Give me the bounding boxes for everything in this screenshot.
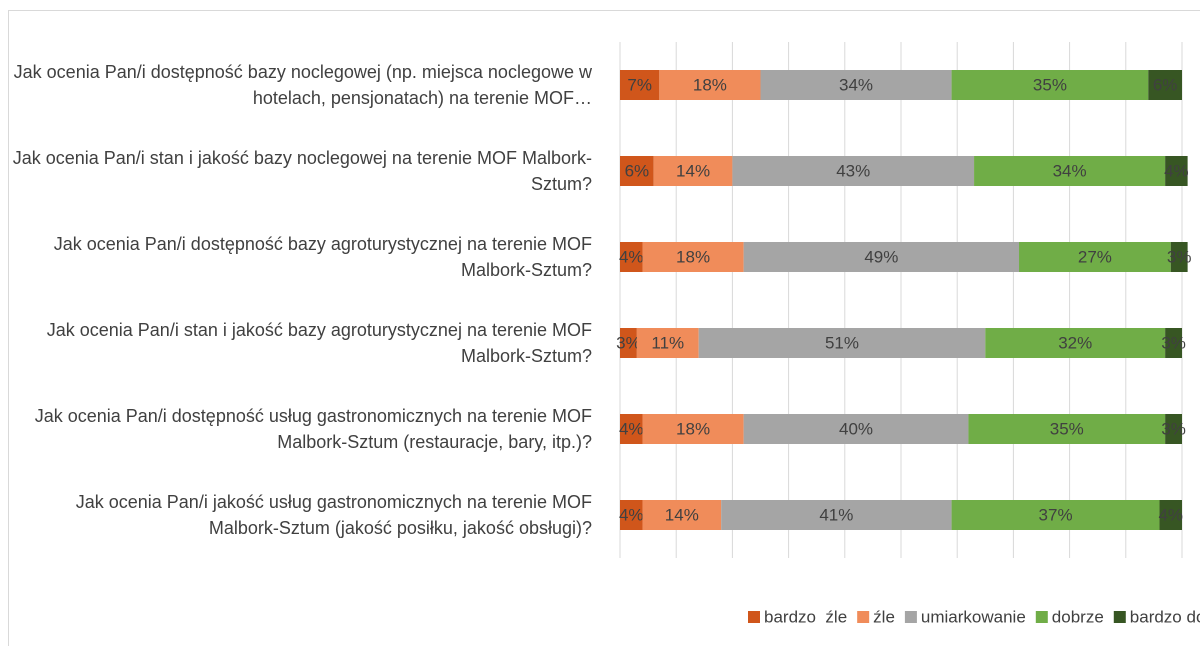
data-label: 41%: [819, 505, 853, 524]
legend-label: umiarkowanie: [921, 607, 1026, 626]
data-label: 11%: [651, 333, 684, 352]
data-label: 37%: [1039, 505, 1073, 524]
bar-segment: [1165, 414, 1182, 444]
legend-label: dobrze: [1052, 607, 1104, 626]
data-label: 43%: [836, 161, 870, 180]
data-label: 3%: [1161, 419, 1186, 438]
category-label: Jak ocenia Pan/i jakość usług gastronomi…: [75, 492, 592, 538]
data-label: 14%: [665, 505, 699, 524]
legend-swatch: [748, 611, 760, 623]
data-label: 18%: [693, 75, 727, 94]
chart-frame: [8, 10, 1200, 646]
category-label: Jak ocenia Pan/i stan i jakość bazy agro…: [46, 320, 592, 366]
data-label: 3%: [616, 333, 641, 352]
bar-segment: [721, 500, 952, 530]
legend-label: źle: [873, 607, 895, 626]
bar-segment: [620, 70, 660, 100]
data-label: 35%: [1050, 419, 1084, 438]
data-label: 4%: [619, 419, 644, 438]
category-label: Jak ocenia Pan/i stan i jakość bazy nocl…: [12, 148, 592, 194]
data-label: 6%: [625, 161, 650, 180]
data-label: 3%: [1161, 333, 1186, 352]
legend-swatch: [1113, 611, 1126, 623]
bar-segment: [974, 156, 1166, 186]
category-label: Jak ocenia Pan/i dostępność bazy noclego…: [13, 62, 592, 108]
bar-segment: [620, 242, 643, 272]
data-label: 7%: [627, 75, 652, 94]
data-label: 40%: [839, 419, 873, 438]
category-label: Jak ocenia Pan/i dostępność bazy agrotur…: [53, 234, 592, 280]
legend-swatch: [1035, 611, 1048, 623]
legend-swatch: [857, 611, 870, 623]
data-label: 32%: [1058, 333, 1092, 352]
data-label: 14%: [676, 161, 710, 180]
bar-segment: [642, 242, 744, 272]
bar-segment: [743, 414, 969, 444]
data-label: 51%: [825, 333, 859, 352]
bar-segment: [1165, 328, 1182, 358]
bar-segment: [743, 242, 1020, 272]
bar-segment: [620, 328, 637, 358]
data-label: 27%: [1078, 247, 1112, 266]
data-label: 4%: [619, 505, 644, 524]
data-label: 4%: [619, 247, 644, 266]
bar-segment: [1148, 70, 1182, 100]
legend-label: bardzo dobrze: [1130, 607, 1200, 626]
bar-segment: [636, 328, 699, 358]
bar-segment: [642, 414, 744, 444]
bar-segment: [620, 414, 643, 444]
bar-segment: [951, 500, 1160, 530]
bar-segment: [698, 328, 986, 358]
bar-segment: [732, 156, 975, 186]
bar-segment: [968, 414, 1166, 444]
bar-segment: [653, 156, 733, 186]
bar-segment: [985, 328, 1166, 358]
data-label: 18%: [676, 247, 710, 266]
data-label: 6%: [1153, 75, 1178, 94]
data-label: 4%: [1164, 161, 1189, 180]
category-label: Jak ocenia Pan/i dostępność usług gastro…: [34, 406, 592, 452]
data-label: 35%: [1033, 75, 1067, 94]
bar-segment: [659, 70, 761, 100]
data-label: 18%: [676, 419, 710, 438]
bar-segment: [642, 500, 722, 530]
data-label: 34%: [839, 75, 873, 94]
legend-swatch: [904, 611, 917, 623]
bar-segment: [760, 70, 952, 100]
bar-segment: [620, 500, 643, 530]
bar-segment: [1170, 242, 1188, 272]
data-label: 3%: [1167, 247, 1192, 266]
bar-segment: [1159, 500, 1182, 530]
bar-segment: [1019, 242, 1171, 272]
data-label: 4%: [1158, 505, 1183, 524]
legend-label: bardzo źle: [764, 607, 847, 626]
data-label: 49%: [864, 247, 898, 266]
bar-segment: [1165, 156, 1188, 186]
data-label: 34%: [1053, 161, 1087, 180]
bar-segment: [620, 156, 654, 186]
bar-segment: [951, 70, 1149, 100]
